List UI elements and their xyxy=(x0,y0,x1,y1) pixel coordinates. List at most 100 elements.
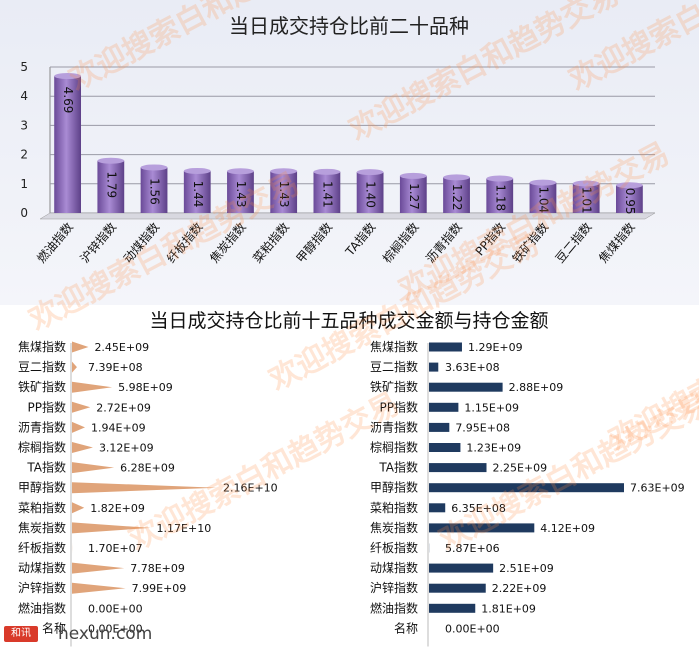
top-chart-title: 当日成交持仓比前二十品种 xyxy=(229,14,469,38)
bar-value-label: 3.63E+08 xyxy=(445,361,500,374)
bar xyxy=(429,604,475,613)
bar-value-label: 7.63E+09 xyxy=(630,482,685,495)
category-label: TA指数 xyxy=(378,460,418,475)
category-label: 棕榈指数 xyxy=(18,440,66,455)
category-label: 铁矿指数 xyxy=(370,379,418,394)
bar-value-label: 1.43 xyxy=(234,181,248,208)
bar-value-label: 1.40 xyxy=(364,181,378,208)
x-tick-label: 棕榈指数 xyxy=(379,219,421,265)
bar xyxy=(72,563,124,574)
x-tick-label: 沪锌指数 xyxy=(77,219,119,265)
bar xyxy=(429,463,487,472)
y-tick-label: 1 xyxy=(20,177,28,191)
category-label: 甲醇指数 xyxy=(370,480,418,495)
bar xyxy=(72,462,114,473)
bar-top-cap xyxy=(400,173,427,179)
bar-top-cap xyxy=(141,164,168,170)
category-label: 棕榈指数 xyxy=(370,440,418,455)
bar-value-label: 0.00E+00 xyxy=(88,602,143,615)
bar-value-label: 1.70E+07 xyxy=(88,542,143,555)
bar xyxy=(429,503,445,512)
bar xyxy=(429,343,462,352)
bar-top-cap xyxy=(486,176,513,182)
category-label: 动煤指数 xyxy=(370,560,418,575)
x-tick-label: 铁矿指数 xyxy=(509,219,551,265)
bar-value-label: 7.78E+09 xyxy=(130,562,185,575)
bar-value-label: 3.12E+09 xyxy=(99,442,154,455)
bar-value-label: 1.79 xyxy=(104,171,118,198)
bar-value-label: 1.04 xyxy=(536,186,550,213)
bar-value-label: 5.98E+09 xyxy=(118,381,173,394)
bar-value-label: 2.16E+10 xyxy=(223,482,278,495)
bar xyxy=(72,502,84,513)
site-logo: 和讯 hexun.com xyxy=(4,624,699,646)
x-tick-label: TA指数 xyxy=(341,219,378,259)
bar-value-label: 1.94E+09 xyxy=(91,421,146,434)
category-label: 甲醇指数 xyxy=(18,480,66,495)
y-tick-label: 0 xyxy=(20,206,28,220)
bar xyxy=(429,363,438,372)
bar xyxy=(72,382,112,393)
category-label: 纤板指数 xyxy=(18,540,66,555)
bar xyxy=(72,402,90,413)
category-label: PP指数 xyxy=(28,399,66,414)
bar xyxy=(429,584,486,593)
bar-value-label: 1.82E+09 xyxy=(90,502,145,515)
bar-value-label: 2.51E+09 xyxy=(499,562,554,575)
bar-value-label: 2.22E+09 xyxy=(492,582,547,595)
x-tick-label: 甲醇指数 xyxy=(293,219,335,265)
category-label: 沥青指数 xyxy=(370,419,418,434)
chart-floor xyxy=(40,213,655,219)
bar-top-cap xyxy=(270,168,297,174)
bar-top-cap xyxy=(443,174,470,180)
logo-badge: 和讯 xyxy=(4,626,38,642)
category-label: TA指数 xyxy=(26,460,66,475)
bar xyxy=(429,483,624,492)
bar-top-cap xyxy=(313,169,340,175)
bar-value-label: 1.23E+09 xyxy=(466,442,521,455)
category-label: 纤板指数 xyxy=(370,540,418,555)
x-tick-label: 动煤指数 xyxy=(120,219,162,265)
bar-value-label: 4.12E+09 xyxy=(540,522,595,535)
category-label: 焦炭指数 xyxy=(18,520,66,535)
bar xyxy=(72,522,151,533)
category-label: 燃油指数 xyxy=(18,600,66,615)
category-label: 动煤指数 xyxy=(18,560,66,575)
bar-top-cap xyxy=(227,168,254,174)
bar-value-label: 1.17E+10 xyxy=(157,522,212,535)
bar xyxy=(429,383,503,392)
bottom-chart-title: 当日成交持仓比前十五品种成交金额与持仓金额 xyxy=(149,310,548,332)
category-label: 焦炭指数 xyxy=(370,520,418,535)
x-tick-label: 沥青指数 xyxy=(422,219,464,265)
bar-value-label: 6.28E+09 xyxy=(120,462,175,475)
category-label: 沥青指数 xyxy=(18,419,66,434)
bar xyxy=(72,422,85,433)
bar-value-label: 4.69 xyxy=(61,87,75,114)
bar-value-label: 1.43 xyxy=(277,181,291,208)
bar-value-label: 5.87E+06 xyxy=(445,542,500,555)
x-tick-label: 焦煤指数 xyxy=(595,219,637,265)
category-label: 沪锌指数 xyxy=(18,580,66,595)
y-tick-label: 3 xyxy=(20,118,28,132)
bar-top-cap xyxy=(97,158,124,164)
bar-value-label: 0.95 xyxy=(623,188,637,215)
category-label: PP指数 xyxy=(380,399,418,414)
bar xyxy=(429,423,449,432)
category-label: 菜粕指数 xyxy=(370,500,418,515)
bar-value-label: 2.45E+09 xyxy=(94,341,149,354)
bar xyxy=(72,442,93,453)
category-label: 沪锌指数 xyxy=(370,580,418,595)
bar-value-label: 1.27 xyxy=(407,183,421,210)
bar-value-label: 1.41 xyxy=(320,181,334,208)
bar-value-label: 1.81E+09 xyxy=(481,602,536,615)
bar xyxy=(72,583,126,594)
bar-top-cap xyxy=(54,73,81,79)
bar xyxy=(72,342,88,353)
x-tick-label: 豆二指数 xyxy=(552,219,594,265)
x-tick-label: 纤板指数 xyxy=(163,219,205,265)
bar-value-label: 2.25E+09 xyxy=(493,462,548,475)
bar-top-cap xyxy=(184,168,211,174)
